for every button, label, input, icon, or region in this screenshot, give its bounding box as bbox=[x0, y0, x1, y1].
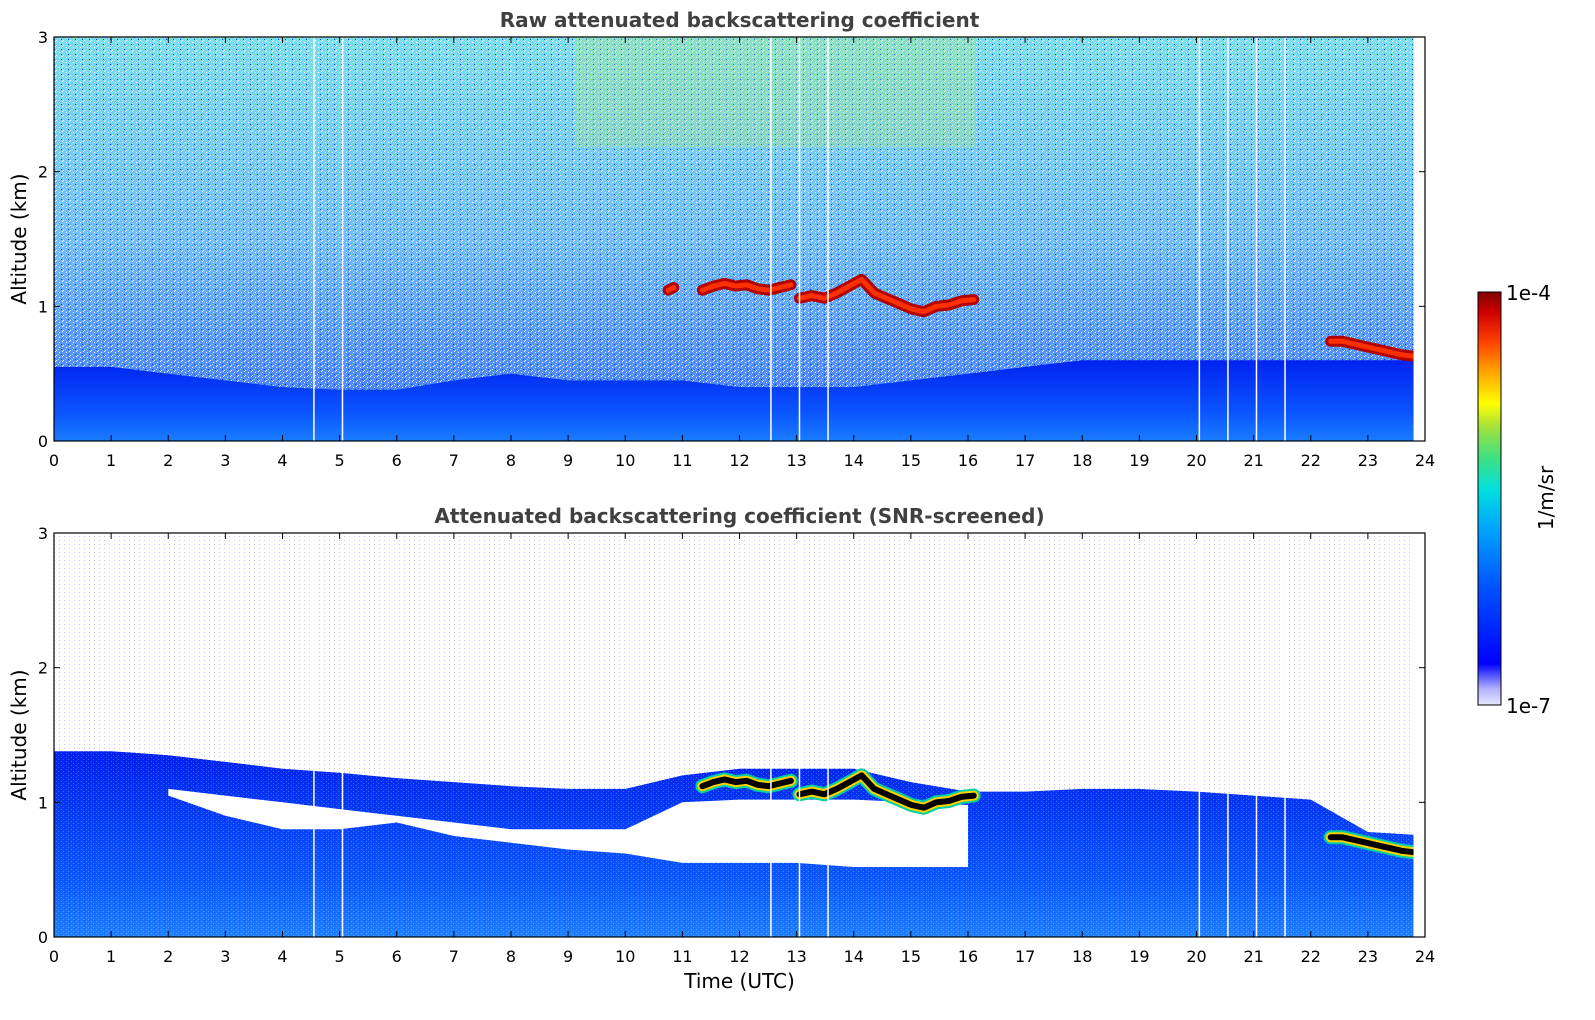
panel-snr-screened: Attenuated backscattering coefficient (S… bbox=[7, 504, 1435, 993]
x-tick-label: 23 bbox=[1358, 947, 1378, 966]
x-axis-label: Time (UTC) bbox=[683, 969, 795, 993]
cloud-layer bbox=[699, 280, 794, 293]
x-tick-label: 3 bbox=[220, 451, 230, 470]
x-tick-label: 21 bbox=[1243, 451, 1263, 470]
cloud-layer bbox=[699, 776, 794, 790]
x-tick-label: 2 bbox=[163, 451, 173, 470]
x-tick-label: 20 bbox=[1186, 451, 1206, 470]
x-tick-label: 1 bbox=[106, 451, 116, 470]
x-tick-label: 18 bbox=[1072, 947, 1092, 966]
x-tick-label: 0 bbox=[49, 947, 59, 966]
y-tick-label: 0 bbox=[38, 432, 48, 451]
cloud-layer bbox=[1327, 834, 1417, 856]
x-tick-label: 22 bbox=[1301, 947, 1321, 966]
y-tick-label: 3 bbox=[38, 524, 48, 543]
y-axis-label: Altitude (km) bbox=[7, 173, 31, 304]
x-tick-label: 11 bbox=[672, 451, 692, 470]
x-tick-label: 5 bbox=[335, 451, 345, 470]
x-tick-label: 1 bbox=[106, 947, 116, 966]
x-tick-label: 13 bbox=[786, 947, 806, 966]
no-data-region bbox=[1413, 533, 1425, 937]
x-tick-label: 17 bbox=[1015, 947, 1035, 966]
y-axis-label: Altitude (km) bbox=[7, 669, 31, 800]
y-tick-label: 1 bbox=[38, 793, 48, 812]
axes: 0 1 2 3 4 5 6 7 8 9 10 11 12 13 14 15 16 17 18 19 20 21 22 23 24… bbox=[38, 28, 1435, 470]
signal-speckle bbox=[54, 533, 1414, 937]
x-tick-label: 15 bbox=[901, 451, 921, 470]
x-tick-label: 12 bbox=[729, 947, 749, 966]
x-tick-label: 9 bbox=[563, 451, 573, 470]
x-tick-label: 22 bbox=[1301, 451, 1321, 470]
y-tick-label: 1 bbox=[38, 297, 48, 316]
colorbar-min-label: 1e-7 bbox=[1506, 694, 1551, 718]
x-tick-label: 23 bbox=[1358, 451, 1378, 470]
panel-raw: Raw attenuated backscattering coefficien… bbox=[7, 8, 1435, 470]
cloud-layer bbox=[665, 285, 677, 293]
x-tick-label: 7 bbox=[449, 451, 459, 470]
x-tick-label: 8 bbox=[506, 947, 516, 966]
x-tick-label: 18 bbox=[1072, 451, 1092, 470]
x-tick-label: 2 bbox=[163, 947, 173, 966]
x-tick-label: 24 bbox=[1415, 947, 1435, 966]
x-tick-label: 19 bbox=[1129, 947, 1149, 966]
x-tick-label: 5 bbox=[335, 947, 345, 966]
x-tick-label: 21 bbox=[1243, 947, 1263, 966]
x-tick-label: 24 bbox=[1415, 451, 1435, 470]
x-tick-label: 7 bbox=[449, 947, 459, 966]
x-tick-label: 4 bbox=[277, 451, 287, 470]
no-data-region bbox=[1413, 37, 1425, 441]
x-tick-label: 13 bbox=[786, 451, 806, 470]
colorbar-scale bbox=[1477, 291, 1502, 706]
cloud-layer bbox=[1328, 338, 1417, 359]
x-tick-label: 14 bbox=[844, 947, 864, 966]
chart-title: Attenuated backscattering coefficient (S… bbox=[434, 504, 1044, 528]
x-tick-label: 10 bbox=[615, 947, 635, 966]
x-tick-label: 16 bbox=[958, 451, 978, 470]
x-tick-label: 0 bbox=[49, 451, 59, 470]
y-tick-label: 2 bbox=[38, 163, 48, 182]
x-tick-label: 12 bbox=[729, 451, 749, 470]
x-tick-label: 10 bbox=[615, 451, 635, 470]
y-tick-label: 0 bbox=[38, 928, 48, 947]
colorbar-max-label: 1e-4 bbox=[1506, 281, 1551, 305]
x-tick-label: 17 bbox=[1015, 451, 1035, 470]
x-tick-label: 14 bbox=[844, 451, 864, 470]
x-tick-label: 8 bbox=[506, 451, 516, 470]
x-tick-label: 3 bbox=[220, 947, 230, 966]
x-tick-label: 9 bbox=[563, 947, 573, 966]
data-gaps bbox=[313, 37, 1425, 441]
chart-title: Raw attenuated backscattering coefficien… bbox=[500, 8, 980, 32]
screened-out-region bbox=[168, 788, 969, 867]
x-tick-label: 6 bbox=[392, 451, 402, 470]
data-gaps bbox=[313, 533, 1425, 937]
y-tick-label: 3 bbox=[38, 28, 48, 47]
x-tick-label: 16 bbox=[958, 947, 978, 966]
aerosol-layer bbox=[54, 360, 1414, 441]
x-tick-label: 20 bbox=[1186, 947, 1206, 966]
x-tick-label: 6 bbox=[392, 947, 402, 966]
axes: 0 1 2 3 4 5 6 7 8 9 10 11 12 13 14 15 16 17 18 19 20 21 22 23 24… bbox=[38, 524, 1435, 966]
y-tick-label: 2 bbox=[38, 659, 48, 678]
x-tick-label: 19 bbox=[1129, 451, 1149, 470]
colorbar: 1e-4 1e-7 1/m/sr bbox=[1477, 281, 1558, 718]
x-tick-label: 4 bbox=[277, 947, 287, 966]
colorbar-unit-label: 1/m/sr bbox=[1534, 465, 1558, 530]
x-tick-label: 11 bbox=[672, 947, 692, 966]
noise-warm-band bbox=[575, 37, 975, 147]
x-tick-label: 15 bbox=[901, 947, 921, 966]
